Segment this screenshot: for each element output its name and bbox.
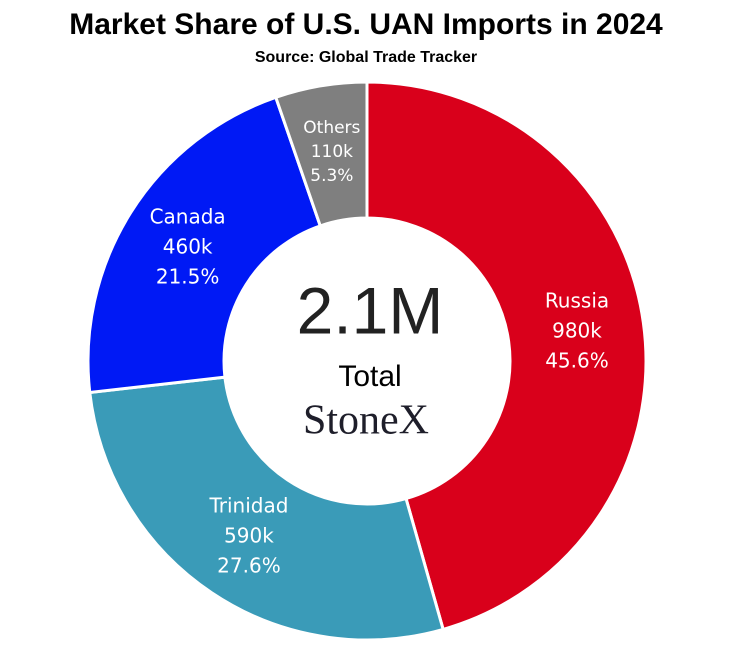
- chart-title: Market Share of U.S. UAN Imports in 2024: [69, 8, 663, 41]
- amount-label: 980k: [552, 318, 602, 342]
- slice-label: Russia: [545, 288, 609, 312]
- donut: [86, 80, 648, 642]
- chart-subtitle: Source: Global Trade Tracker: [255, 49, 477, 66]
- amount-label: 110k: [311, 142, 353, 162]
- logo: StoneX: [303, 398, 429, 444]
- value-label: 21.5%: [156, 264, 220, 288]
- value-label: 27.6%: [217, 554, 281, 578]
- slice: [88, 375, 446, 642]
- center-label: Total: [338, 360, 401, 393]
- amount-label: 460k: [163, 234, 213, 258]
- slice: [86, 95, 323, 395]
- value-label: 45.6%: [545, 348, 609, 372]
- slice-label: Canada: [150, 204, 226, 228]
- slice: [365, 80, 648, 632]
- center-value: 2.1M: [297, 273, 444, 347]
- slice: [273, 80, 369, 228]
- amount-label: 590k: [224, 524, 274, 548]
- slice-label: Others: [303, 118, 360, 138]
- value-label: 5.3%: [310, 166, 353, 186]
- slice-label: Trinidad: [208, 494, 288, 518]
